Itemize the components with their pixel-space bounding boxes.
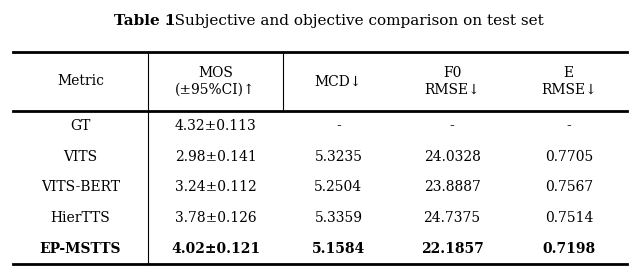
Text: F0
RMSE↓: F0 RMSE↓ (424, 66, 480, 97)
Text: 23.8887: 23.8887 (424, 180, 481, 194)
Text: GT: GT (70, 119, 91, 133)
Text: 0.7567: 0.7567 (545, 180, 593, 194)
Text: 5.3359: 5.3359 (314, 211, 362, 225)
Text: -: - (336, 119, 341, 133)
Text: -: - (450, 119, 454, 133)
Text: 5.1584: 5.1584 (312, 242, 365, 256)
Text: EP-MSTTS: EP-MSTTS (40, 242, 121, 256)
Text: 4.02±0.121: 4.02±0.121 (171, 242, 260, 256)
Text: MOS
(±95%CI)↑: MOS (±95%CI)↑ (175, 66, 256, 97)
Text: 0.7514: 0.7514 (545, 211, 593, 225)
Text: 24.0328: 24.0328 (424, 150, 481, 164)
Text: Metric: Metric (57, 74, 104, 88)
Text: 5.2504: 5.2504 (314, 180, 362, 194)
Text: VITS: VITS (63, 150, 97, 164)
Text: HierTTS: HierTTS (51, 211, 110, 225)
Text: 24.7375: 24.7375 (424, 211, 481, 225)
Text: MCD↓: MCD↓ (315, 74, 362, 88)
Text: 3.24±0.112: 3.24±0.112 (175, 180, 257, 194)
Text: 3.78±0.126: 3.78±0.126 (175, 211, 257, 225)
Text: 0.7705: 0.7705 (545, 150, 593, 164)
Text: . Subjective and objective comparison on test set: . Subjective and objective comparison on… (165, 14, 544, 27)
Text: VITS-BERT: VITS-BERT (41, 180, 120, 194)
Text: 2.98±0.141: 2.98±0.141 (175, 150, 257, 164)
Text: 5.3235: 5.3235 (314, 150, 362, 164)
Text: Table 1: Table 1 (114, 14, 175, 27)
Text: E
RMSE↓: E RMSE↓ (541, 66, 596, 97)
Text: 4.32±0.113: 4.32±0.113 (175, 119, 257, 133)
Text: -: - (566, 119, 572, 133)
Text: 22.1857: 22.1857 (420, 242, 483, 256)
Text: 0.7198: 0.7198 (542, 242, 595, 256)
